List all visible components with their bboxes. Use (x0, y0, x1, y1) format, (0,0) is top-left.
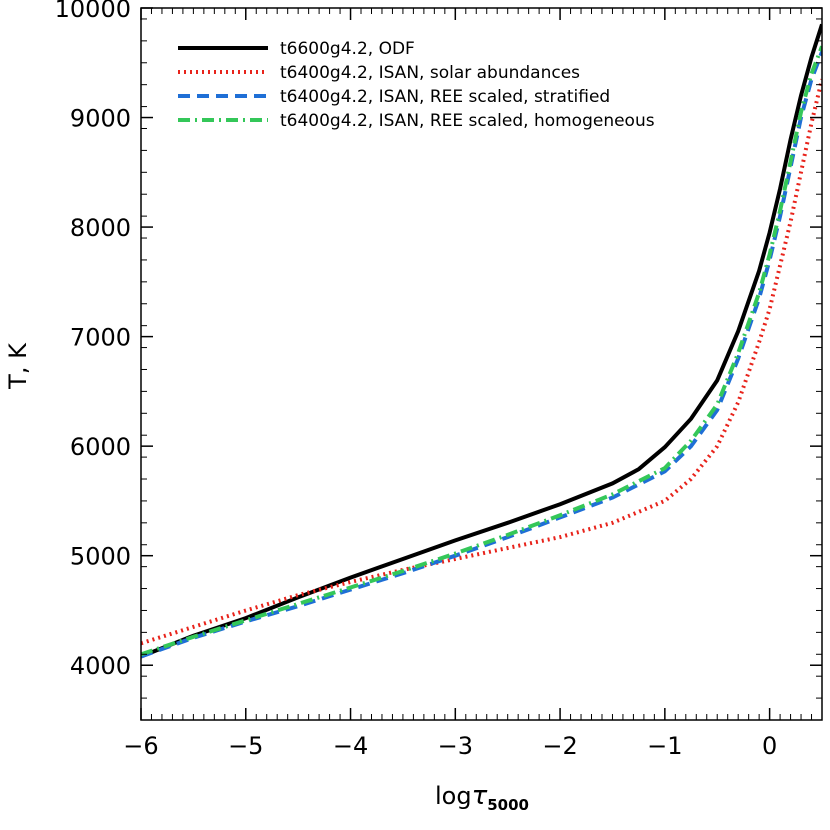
x-tick-label: −1 (647, 732, 682, 760)
legend-label-2: t6400g4.2, ISAN, solar abundances (280, 63, 580, 83)
legend: t6600g4.2, ODF t6400g4.2, ISAN, solar abu… (178, 39, 655, 131)
x-axis-title: logτ5000 (435, 781, 529, 814)
y-axis-title: T, K (4, 342, 32, 390)
series-line-3 (141, 51, 822, 659)
y-tick-label: 7000 (70, 324, 131, 352)
series-layer (141, 23, 822, 659)
series-line-4 (141, 45, 822, 657)
x-tick-label: −6 (123, 732, 158, 760)
plot-frame (140, 7, 823, 721)
x-tick-label: −3 (438, 732, 473, 760)
x-axis-title-subscript: 5000 (487, 796, 529, 814)
series-line-1 (141, 23, 822, 659)
x-tick-label: −2 (542, 732, 577, 760)
legend-label-4: t6400g4.2, ISAN, REE scaled, homogeneous (280, 111, 655, 131)
legend-label-1: t6600g4.2, ODF (280, 39, 415, 59)
x-tick-label: 0 (762, 732, 777, 760)
series-line-2 (141, 78, 822, 646)
legend-label-3: t6400g4.2, ISAN, REE scaled, stratified (280, 87, 610, 107)
y-tick-label: 10000 (55, 0, 131, 23)
x-tick-label: −5 (228, 732, 263, 760)
x-tick-label: −4 (333, 732, 368, 760)
y-tick-label: 4000 (70, 652, 131, 680)
x-axis-title-symbol: τ (472, 781, 488, 811)
ticks-layer: −6 −5 −4 −3 −2 −1 0 4000 5000 6000 7000 8000 9000 100… (55, 0, 823, 760)
y-tick-label: 5000 (70, 543, 131, 571)
y-tick-label: 8000 (70, 214, 131, 242)
y-tick-label: 6000 (70, 433, 131, 461)
y-tick-label: 9000 (70, 105, 131, 133)
x-axis-title-base: log (435, 782, 472, 810)
